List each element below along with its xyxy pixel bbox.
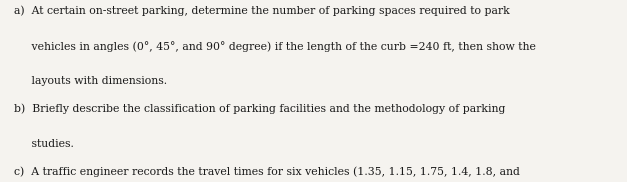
Text: studies.: studies. <box>14 139 73 149</box>
Text: vehicles in angles (0°, 45°, and 90° degree) if the length of the curb =240 ft, : vehicles in angles (0°, 45°, and 90° deg… <box>14 41 535 52</box>
Text: layouts with dimensions.: layouts with dimensions. <box>14 76 167 86</box>
Text: a)  At certain on-street parking, determine the number of parking spaces require: a) At certain on-street parking, determi… <box>14 5 510 16</box>
Text: b)  Briefly describe the classification of parking facilities and the methodolog: b) Briefly describe the classification o… <box>14 104 505 114</box>
Text: c)  A traffic engineer records the travel times for six vehicles (1.35, 1.15, 1.: c) A traffic engineer records the travel… <box>14 167 520 177</box>
